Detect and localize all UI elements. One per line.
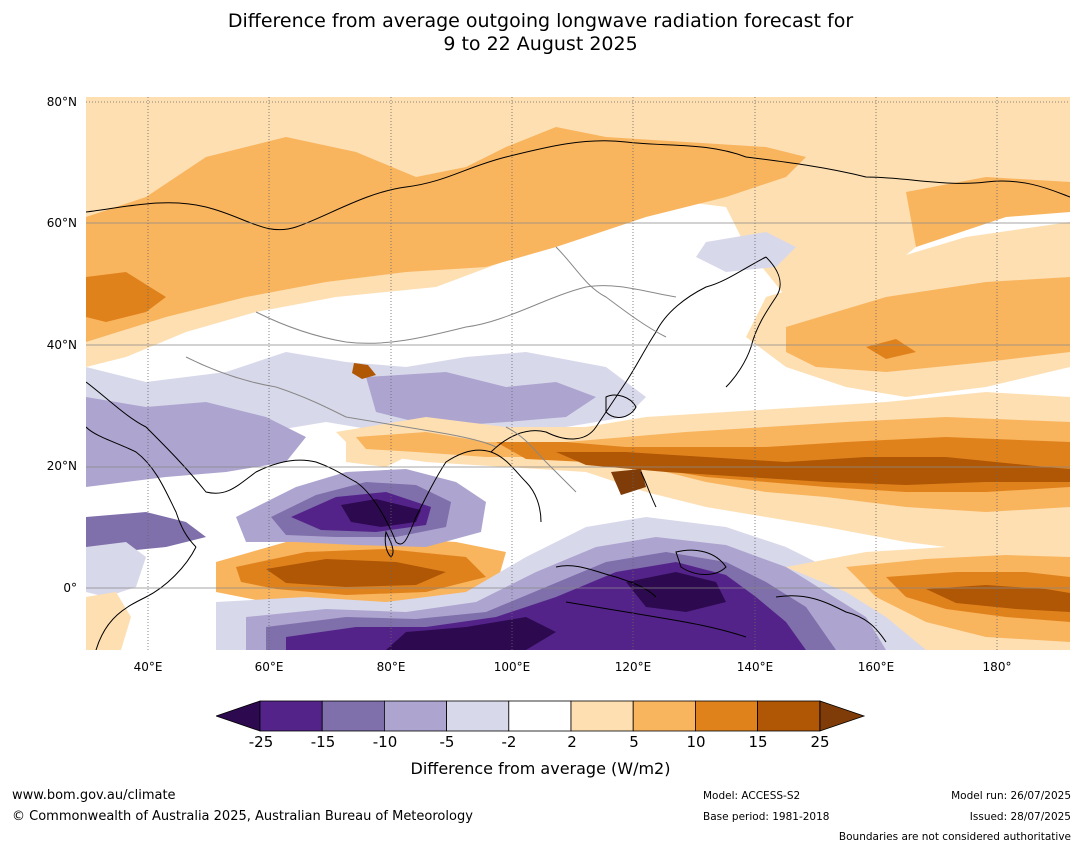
lon-label-60e: 60°E (254, 660, 284, 674)
positive-anomaly-north-pacific (746, 222, 1070, 397)
coastlines (86, 140, 1070, 650)
colorbar-title: Difference from average (W/m2) (410, 759, 671, 778)
issued-text: Issued: 28/07/2025 (969, 811, 1071, 823)
lat-label-60n: 60°N (46, 216, 77, 230)
colorbar-overflow-triangle (819, 700, 866, 732)
colorbar-cell (321, 700, 385, 732)
colorbar-cell (259, 700, 323, 732)
graticule (86, 97, 1070, 650)
title-line-2: 9 to 22 August 2025 (443, 33, 638, 55)
colorbar-tick: 15 (748, 733, 768, 751)
lon-label-80e: 80°E (376, 660, 406, 674)
colorbar-tick: 10 (686, 733, 706, 751)
lon-label-140e: 140°E (736, 660, 774, 674)
colorbar-tick: -15 (310, 733, 336, 751)
title-line-1: Difference from average outgoing longwav… (227, 10, 854, 32)
lon-label-160e: 160°E (857, 660, 895, 674)
lon-label-100e: 100°E (493, 660, 531, 674)
base-period-text: Base period: 1981-2018 (703, 811, 830, 823)
colorbar-cells (259, 700, 821, 732)
colorbar-tick: -2 (501, 733, 517, 751)
colorbar-cell (446, 700, 510, 732)
website-link[interactable]: www.bom.gov.au/climate (12, 788, 176, 803)
positive-anomaly-indian-ocean (216, 537, 506, 607)
negative-anomaly-bay-of-bengal (236, 469, 486, 547)
colorbar-cell (508, 700, 572, 732)
olr-anomaly-map (86, 97, 1070, 650)
colorbar-cell (757, 700, 821, 732)
latitude-lines (86, 222, 1070, 589)
lon-label-180: 180° (982, 660, 1012, 674)
model-run-text: Model run: 26/07/2025 (951, 790, 1071, 802)
colorbar-underflow-triangle (214, 700, 261, 732)
copyright-text: © Commonwealth of Australia 2025, Austra… (12, 809, 473, 824)
colorbar-tick: 5 (629, 733, 639, 751)
colorbar-cell (694, 700, 758, 732)
colorbar-tick: -10 (372, 733, 398, 751)
lat-label-80n: 80°N (46, 95, 77, 109)
positive-anomaly-tropical-pacific (336, 392, 1070, 552)
colorbar (214, 700, 866, 732)
colorbar-tick: 2 (567, 733, 577, 751)
colorbar-cell (570, 700, 634, 732)
himalaya-hotspot (352, 363, 376, 379)
lon-label-40e: 40°E (133, 660, 163, 674)
colorbar-cell (632, 700, 696, 732)
lon-label-120e: 120°E (614, 660, 652, 674)
negative-anomaly-maritime-continent (216, 517, 926, 650)
map-title: Difference from average outgoing longwav… (0, 10, 1081, 56)
disclaimer-text: Boundaries are not considered authoritat… (838, 831, 1071, 843)
colorbar-tick: -5 (439, 733, 455, 751)
colorbar-cell (383, 700, 447, 732)
lat-label-20n: 20°N (46, 459, 77, 473)
country-boundaries (185, 246, 677, 493)
map-canvas (86, 97, 1070, 650)
positive-anomaly-south-pacific (786, 542, 1070, 650)
lat-label-40n: 40°N (46, 338, 77, 352)
colorbar-tick: 25 (810, 733, 830, 751)
lat-label-0: 0° (63, 581, 77, 595)
colorbar-tick: -25 (248, 733, 274, 751)
african-coast-anomaly (86, 542, 146, 650)
model-text: Model: ACCESS-S2 (703, 790, 801, 802)
